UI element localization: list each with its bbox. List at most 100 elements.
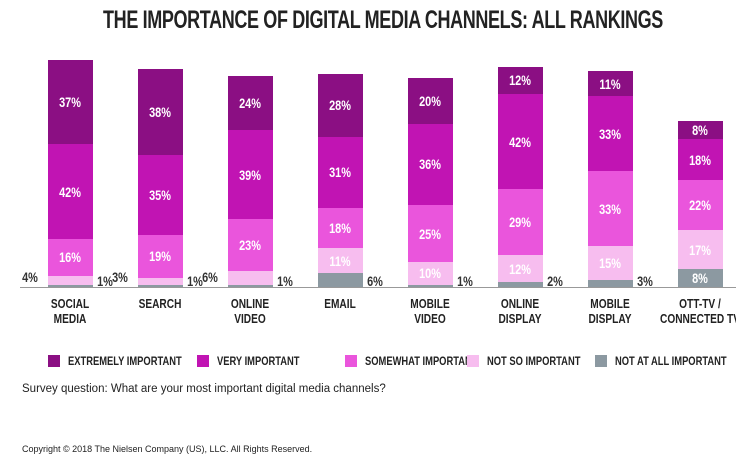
value-label: 1% [96,273,113,289]
bar-segment [587,96,633,172]
bar-segment [587,280,633,287]
value-label: 10% [419,265,441,282]
bar-segment [497,94,543,190]
value-label: 23% [239,237,261,253]
legend-swatch [48,355,60,367]
bar-segment [677,139,723,181]
value-label: 12% [509,260,531,277]
value-label: 18% [329,219,351,236]
value-label: 18% [689,151,711,168]
bar-segment [497,189,543,256]
bar-segment [227,271,273,285]
bar-segment [137,284,183,287]
bar-segment [317,137,363,208]
value-label: 3% [111,269,128,285]
value-label: 36% [419,156,441,173]
value-label: 39% [239,166,261,183]
bar-segment [587,71,633,97]
bar-segment [317,273,363,287]
value-label: 3% [636,273,653,289]
note: Survey question: What are your most impo… [22,383,386,395]
legend-label: EXTREMELY IMPORTANT [68,354,182,368]
bar-segment [47,60,93,144]
value-label: 38% [149,104,171,121]
bar-segment [677,268,723,287]
bar-segment [47,284,93,287]
x-tick-label: MOBILE VIDEO [410,296,450,326]
bar-segment [407,78,453,124]
value-label: 16% [59,249,81,266]
x-tick-label: OTT-TV / CONNECTED TV [660,296,736,326]
bar-segment [227,218,273,272]
bar-segment [47,275,93,285]
copyright: Copyright © 2018 The Nielsen Company (US… [22,444,313,454]
value-label: 42% [59,183,81,200]
bar-segment [407,123,453,206]
bar-segment [227,284,273,287]
legend-label: SOMEWHAT IMPORTANT [365,354,478,368]
value-label: 33% [599,200,621,217]
value-label: 33% [599,125,621,142]
value-label: 12% [509,72,531,89]
legend-swatch [197,355,209,367]
x-tick-label: ONLINE VIDEO [230,296,270,326]
value-label: 11% [329,252,351,269]
bar-segment [587,246,633,281]
bar-segment [587,171,633,247]
value-label: 1% [186,273,203,289]
value-label: 15% [599,255,621,272]
bar-segment [47,143,93,240]
bar-segment [137,69,183,156]
bar-segment [47,239,93,276]
value-label: 17% [689,241,711,258]
bar-segment [137,155,183,235]
bar-segment [407,262,453,285]
value-label: 2% [546,273,563,289]
value-label: 8% [692,122,708,139]
x-tick-label: SOCIAL MEDIA [50,296,90,326]
value-label: 11% [599,75,621,92]
value-label: 20% [419,92,441,109]
bar-segment [137,277,183,285]
value-label: 24% [239,95,261,112]
bar-segment [227,75,273,131]
bar-segment [677,121,723,140]
x-tick-label: MOBILE DISPLAY [588,296,632,326]
value-label: 8% [692,269,708,286]
bar-segment [137,234,183,278]
bar-segment [317,73,363,138]
value-label: 1% [276,273,293,289]
legend-label: NOT SO IMPORTANT [487,354,581,368]
legend-swatch [345,355,357,367]
baseline [20,287,736,288]
bar-segment [317,248,363,274]
value-label: 42% [509,133,531,150]
value-label: 37% [59,93,81,110]
bar-segment [677,230,723,269]
value-label: 19% [149,248,171,265]
value-label: 28% [329,97,351,114]
bar-segment [407,284,453,287]
value-label: 31% [329,164,351,181]
chart-title: THE IMPORTANCE OF DIGITAL MEDIA CHANNELS… [103,6,663,34]
legend-label: VERY IMPORTANT [217,354,300,368]
legend-swatch [467,355,479,367]
value-label: 35% [149,187,171,204]
value-label: 29% [509,214,531,231]
bar-segment [497,255,543,283]
bar-segment [677,180,723,231]
value-label: 4% [21,269,38,285]
value-label: 22% [689,197,711,214]
bar-segment [227,130,273,219]
bar-segment [407,205,453,263]
value-label: 1% [456,273,473,289]
bar-segment [317,207,363,249]
x-tick-label: ONLINE DISPLAY [498,296,542,326]
legend-label: NOT AT ALL IMPORTANT [615,354,727,368]
value-label: 25% [419,225,441,242]
bar-segment [497,66,543,95]
value-label: 6% [201,269,218,285]
x-tick-label: SEARCH [138,296,182,311]
x-tick-label: EMAIL [324,296,356,311]
